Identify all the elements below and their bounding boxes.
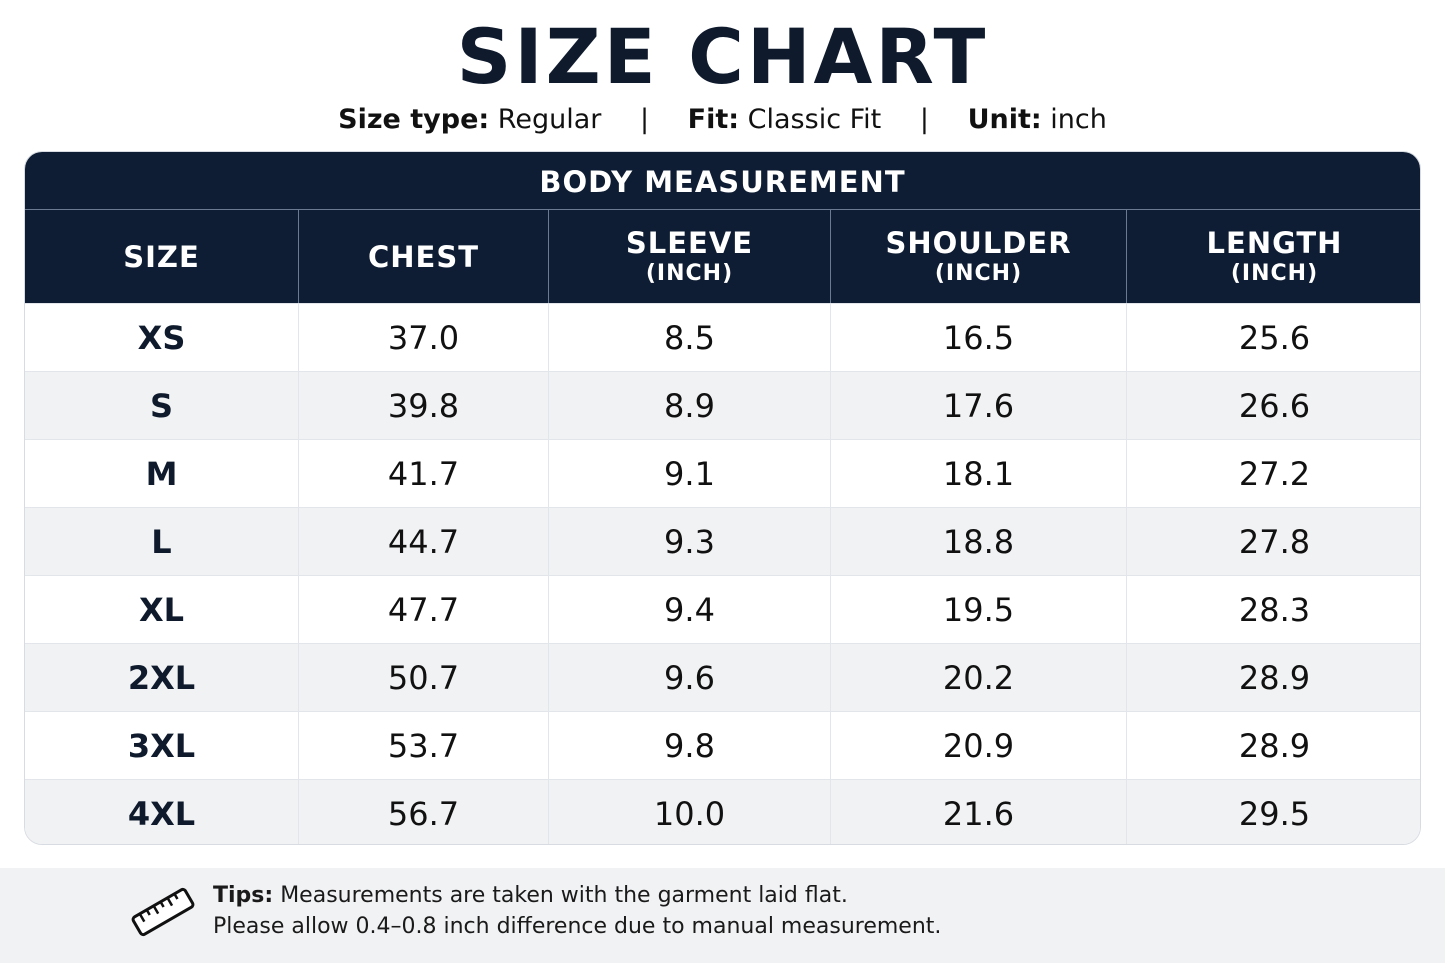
size-cell: M xyxy=(145,454,178,493)
size-cell: XL xyxy=(138,590,185,629)
table-cell: 9.8 xyxy=(548,712,830,779)
table-cell: 27.8 xyxy=(1126,508,1420,575)
tips-label: Tips: xyxy=(213,883,274,908)
table-cell: 25.6 xyxy=(1126,304,1420,371)
size-cell: XS xyxy=(137,318,186,357)
table-cell: 10.0 xyxy=(548,780,830,844)
column-header-label: LENGTH xyxy=(1206,225,1343,260)
table-row: L 44.7 9.3 18.8 27.8 xyxy=(25,507,1420,575)
column-header-length: LENGTH (INCH) xyxy=(1126,210,1420,303)
chart-meta: Size type: Regular | Fit: Classic Fit | … xyxy=(0,100,1445,140)
table-cell: 17.6 xyxy=(830,372,1126,439)
meta-separator: | xyxy=(639,104,650,135)
table-row: 3XL 53.7 9.8 20.9 28.9 xyxy=(25,711,1420,779)
group-title: BODY MEASUREMENT xyxy=(25,152,1420,210)
table-cell: 18.8 xyxy=(830,508,1126,575)
table-header: BODY MEASUREMENT SIZE CHEST SLEEVE (INCH) SH… xyxy=(25,152,1420,303)
tips-text-2: Please allow 0.4–0.8 inch difference due… xyxy=(213,914,942,939)
table-cell: 37.0 xyxy=(298,304,548,371)
table-cell: 9.3 xyxy=(548,508,830,575)
size-type-label: Size type: xyxy=(338,104,490,135)
table-cell: 8.5 xyxy=(548,304,830,371)
meta-separator: | xyxy=(919,104,929,135)
table-cell: 56.7 xyxy=(298,780,548,844)
table-cell: 28.3 xyxy=(1126,576,1420,643)
table-cell: 20.2 xyxy=(830,644,1126,711)
table-cell: 47.7 xyxy=(298,576,548,643)
table-cell: 44.7 xyxy=(298,508,548,575)
page-title: SIZE CHART xyxy=(456,12,989,101)
tips-text-1: Measurements are taken with the garment … xyxy=(280,883,848,908)
fit-value: Classic Fit xyxy=(747,104,882,135)
ruler-icon xyxy=(131,887,195,937)
column-header-chest: CHEST xyxy=(298,210,548,303)
table-cell: 19.5 xyxy=(830,576,1126,643)
column-header-unit: (INCH) xyxy=(1230,260,1319,286)
column-header-unit: (INCH) xyxy=(645,260,734,286)
unit-label: Unit: xyxy=(967,104,1042,135)
table-cell: 28.9 xyxy=(1126,644,1420,711)
table-cell: 29.5 xyxy=(1126,780,1420,844)
table-cell: 18.1 xyxy=(830,440,1126,507)
column-header-label: SLEEVE xyxy=(625,225,754,260)
measurement-table: BODY MEASUREMENT SIZE CHEST SLEEVE (INCH) SH… xyxy=(24,151,1421,845)
column-header-sleeve: SLEEVE (INCH) xyxy=(548,210,830,303)
size-cell: 4XL xyxy=(127,794,196,833)
table-cell: 53.7 xyxy=(298,712,548,779)
table-cell: 21.6 xyxy=(830,780,1126,844)
size-cell: L xyxy=(151,522,172,561)
table-row: M 41.7 9.1 18.1 27.2 xyxy=(25,439,1420,507)
table-cell: 16.5 xyxy=(830,304,1126,371)
tips-panel: Tips: Measurements are taken with the ga… xyxy=(0,868,1445,963)
table-cell: 41.7 xyxy=(298,440,548,507)
table-cell: 9.1 xyxy=(548,440,830,507)
table-cell: 27.2 xyxy=(1126,440,1420,507)
table-cell: 26.6 xyxy=(1126,372,1420,439)
unit-value: inch xyxy=(1050,104,1107,135)
table-cell: 9.6 xyxy=(548,644,830,711)
table-cell: 39.8 xyxy=(298,372,548,439)
table-cell: 50.7 xyxy=(298,644,548,711)
column-header-unit: (INCH) xyxy=(934,260,1023,286)
column-header-size: SIZE xyxy=(25,210,298,303)
table-row: 2XL 50.7 9.6 20.2 28.9 xyxy=(25,643,1420,711)
tips-line-2: Please allow 0.4–0.8 inch difference due… xyxy=(213,912,941,942)
table-cell: 8.9 xyxy=(548,372,830,439)
table-cell: 9.4 xyxy=(548,576,830,643)
size-type-value: Regular xyxy=(497,104,602,135)
size-cell: 3XL xyxy=(127,726,196,765)
fit-label: Fit: xyxy=(687,104,740,135)
size-cell: S xyxy=(149,386,174,425)
table-row: XL 47.7 9.4 19.5 28.3 xyxy=(25,575,1420,643)
table-row: 4XL 56.7 10.0 21.6 29.5 xyxy=(25,779,1420,844)
table-cell: 28.9 xyxy=(1126,712,1420,779)
table-row: XS 37.0 8.5 16.5 25.6 xyxy=(25,303,1420,371)
size-cell: 2XL xyxy=(127,658,196,697)
table-cell: 20.9 xyxy=(830,712,1126,779)
column-header-label: CHEST xyxy=(367,239,480,274)
table-row: S 39.8 8.9 17.6 26.6 xyxy=(25,371,1420,439)
column-header-label: SIZE xyxy=(123,239,200,274)
column-header-label: SHOULDER xyxy=(885,225,1072,260)
column-header-shoulder: SHOULDER (INCH) xyxy=(830,210,1126,303)
tips-line-1: Tips: Measurements are taken with the ga… xyxy=(213,881,848,911)
